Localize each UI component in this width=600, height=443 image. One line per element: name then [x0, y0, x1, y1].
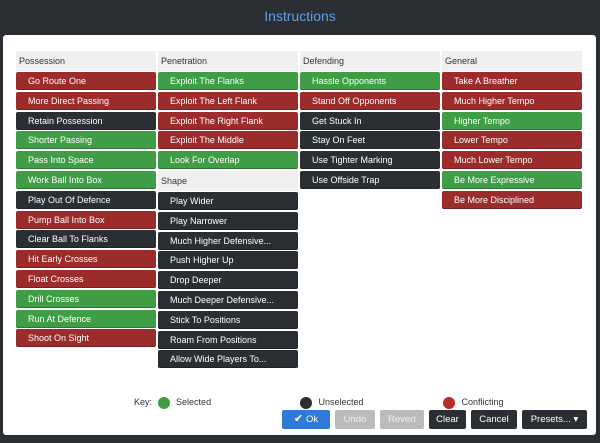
possession-option-float-crosses[interactable]: Float Crosses: [16, 269, 156, 288]
legend-label: Key:: [134, 397, 153, 407]
legend-selected-label: Selected: [176, 397, 212, 407]
shape-option-drop-deeper[interactable]: Drop Deeper: [158, 271, 298, 290]
chevron-down-icon: ▾: [573, 414, 579, 425]
general-header: General: [442, 51, 582, 71]
ok-button[interactable]: ✔ Ok: [282, 410, 330, 429]
presets-label: Presets...: [530, 414, 571, 425]
conflicting-dot-icon: [443, 396, 455, 409]
possession-option-pass-into-space[interactable]: Pass Into Space: [16, 151, 156, 170]
possession-option-hit-early-crosses[interactable]: Hit Early Crosses: [16, 250, 156, 269]
general-column: General Take A Breather Much Higher Tempo…: [442, 51, 582, 211]
general-option-higher-tempo[interactable]: Higher Tempo: [442, 111, 582, 130]
instructions-panel: Possession Go Route One More Direct Passi…: [3, 35, 596, 435]
possession-column: Possession Go Route One More Direct Passi…: [16, 51, 156, 349]
defending-column: Defending Hassle Opponents Stand Off Oppo…: [300, 51, 440, 191]
possession-header: Possession: [16, 51, 156, 71]
legend: Key: Selected Unselected Conflicting: [3, 394, 596, 410]
general-option-be-more-disciplined[interactable]: Be More Disciplined: [442, 190, 582, 209]
shape-option-play-wider[interactable]: Play Wider: [158, 191, 298, 210]
legend-unselected-label: Unselected: [318, 397, 364, 407]
unselected-dot-icon: [300, 396, 312, 409]
general-option-much-higher-tempo[interactable]: Much Higher Tempo: [442, 91, 582, 110]
defending-option-stand-off-opponents[interactable]: Stand Off Opponents: [300, 91, 440, 110]
possession-option-shorter-passing[interactable]: Shorter Passing: [16, 131, 156, 150]
legend-conflicting: Conflicting: [440, 394, 504, 410]
possession-option-pump-ball-into-box[interactable]: Pump Ball Into Box: [16, 210, 156, 229]
possession-option-work-ball-into-box[interactable]: Work Ball Into Box: [16, 170, 156, 189]
penetration-option-look-for-overlap[interactable]: Look For Overlap: [158, 151, 298, 170]
shape-option-much-deeper-defensive[interactable]: Much Deeper Defensive...: [158, 290, 298, 309]
penetration-column: Penetration Exploit The Flanks Exploit Th…: [158, 51, 298, 370]
defending-option-stay-on-feet[interactable]: Stay On Feet: [300, 131, 440, 150]
general-option-take-a-breather[interactable]: Take A Breather: [442, 72, 582, 90]
penetration-option-exploit-the-middle[interactable]: Exploit The Middle: [158, 131, 298, 150]
legend-unselected: Unselected: [297, 394, 364, 410]
penetration-option-exploit-the-right-flank[interactable]: Exploit The Right Flank: [158, 111, 298, 130]
possession-option-go-route-one[interactable]: Go Route One: [16, 72, 156, 90]
possession-option-play-out-of-defence[interactable]: Play Out Of Defence: [16, 190, 156, 209]
defending-option-get-stuck-in[interactable]: Get Stuck In: [300, 111, 440, 130]
revert-button[interactable]: Revert: [380, 410, 424, 429]
window-title: Instructions: [264, 8, 336, 24]
shape-option-roam-from-positions[interactable]: Roam From Positions: [158, 330, 298, 349]
possession-option-more-direct-passing[interactable]: More Direct Passing: [16, 91, 156, 110]
legend-selected: Key: Selected: [134, 394, 211, 410]
possession-option-clear-ball-to-flanks[interactable]: Clear Ball To Flanks: [16, 230, 156, 249]
selected-dot-icon: [157, 396, 170, 409]
shape-header: Shape: [158, 170, 298, 191]
shape-option-allow-wide-players-to[interactable]: Allow Wide Players To...: [158, 350, 298, 369]
defending-header: Defending: [300, 51, 440, 71]
general-option-be-more-expressive[interactable]: Be More Expressive: [442, 170, 582, 189]
penetration-option-exploit-the-flanks[interactable]: Exploit The Flanks: [158, 72, 298, 90]
shape-option-play-narrower[interactable]: Play Narrower: [158, 211, 298, 230]
general-option-much-lower-tempo[interactable]: Much Lower Tempo: [442, 151, 582, 170]
possession-option-run-at-defence[interactable]: Run At Defence: [16, 309, 156, 328]
legend-conflicting-label: Conflicting: [461, 397, 504, 407]
general-option-lower-tempo[interactable]: Lower Tempo: [442, 131, 582, 150]
possession-option-drill-crosses[interactable]: Drill Crosses: [16, 289, 156, 308]
button-bar: ✔ Ok Undo Revert Clear Cancel Presets... …: [282, 410, 587, 429]
ok-label: Ok: [306, 414, 319, 425]
defending-option-use-tighter-marking[interactable]: Use Tighter Marking: [300, 151, 440, 170]
possession-option-retain-possession[interactable]: Retain Possession: [16, 111, 156, 130]
shape-option-stick-to-positions[interactable]: Stick To Positions: [158, 310, 298, 329]
penetration-header: Penetration: [158, 51, 298, 71]
clear-button[interactable]: Clear: [429, 410, 466, 429]
penetration-option-exploit-the-left-flank[interactable]: Exploit The Left Flank: [158, 91, 298, 110]
shape-option-much-higher-defensive[interactable]: Much Higher Defensive...: [158, 231, 298, 250]
cancel-button[interactable]: Cancel: [471, 410, 517, 429]
checkmark-icon: ✔: [293, 413, 304, 425]
defending-option-use-offside-trap[interactable]: Use Offside Trap: [300, 170, 440, 189]
undo-button[interactable]: Undo: [335, 410, 375, 429]
defending-option-hassle-opponents[interactable]: Hassle Opponents: [300, 72, 440, 90]
presets-button[interactable]: Presets... ▾: [522, 410, 587, 429]
shape-option-push-higher-up[interactable]: Push Higher Up: [158, 251, 298, 270]
possession-option-shoot-on-sight[interactable]: Shoot On Sight: [16, 329, 156, 348]
